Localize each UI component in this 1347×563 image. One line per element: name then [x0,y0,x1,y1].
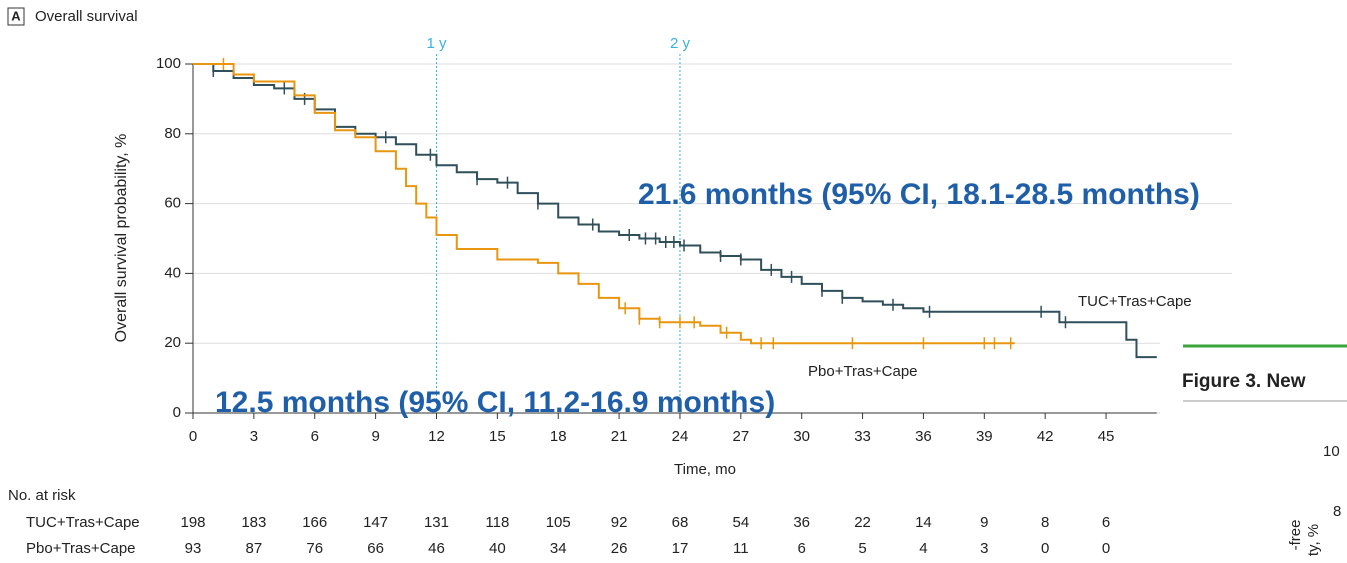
risk-count: 147 [363,514,388,531]
risk-count: 54 [732,514,749,531]
risk-row-label: Pbo+Tras+Cape [26,540,136,557]
x-tick-label: 27 [732,428,749,445]
risk-count: 105 [546,514,571,531]
risk-count: 11 [733,540,749,557]
risk-count: 22 [854,514,871,531]
risk-count: 87 [246,540,263,557]
y-tick-label: 40 [164,264,181,281]
risk-row-label: TUC+Tras+Cape [26,514,140,531]
y-axis-title: Overall survival probability, % [113,134,130,343]
x-tick-label: 33 [854,428,871,445]
risk-count: 0 [1102,540,1110,557]
panel-box [7,7,25,26]
x-tick-label: 45 [1098,428,1115,445]
risk-count: 131 [424,514,449,531]
x-axis-title: Time, mo [674,461,736,478]
risk-count: 92 [611,514,628,531]
x-tick-label: 30 [793,428,810,445]
risk-count: 93 [185,540,202,557]
reference-label: 1 y [426,35,447,52]
y-tick-label: 60 [164,195,181,212]
risk-title: No. at risk [8,487,76,504]
adjacent-axis: -free [1287,520,1304,551]
risk-count: 183 [241,514,266,531]
risk-count: 6 [1102,514,1110,531]
risk-count: 166 [302,514,327,531]
risk-count: 34 [550,540,567,557]
risk-count: 0 [1041,540,1049,557]
risk-count: 8 [1041,514,1049,531]
adjacent-tick: 8 [1333,503,1341,520]
risk-count: 9 [980,514,988,531]
series-label: TUC+Tras+Cape [1078,293,1192,310]
risk-count: 40 [489,540,506,557]
risk-count: 14 [915,514,932,531]
annotation: 12.5 months (95% CI, 11.2-16.9 months) [215,386,775,419]
x-tick-label: 18 [550,428,567,445]
risk-count: 6 [798,540,806,557]
y-tick-label: 0 [173,404,181,421]
x-tick-label: 36 [915,428,932,445]
x-tick-label: 3 [250,428,258,445]
risk-count: 5 [858,540,866,557]
adjacent-figure: Figure 3. New 10 8 -free ty, % [1160,330,1347,563]
risk-count: 76 [306,540,323,557]
x-tick-label: 0 [189,428,197,445]
risk-count: 68 [672,514,689,531]
risk-count: 46 [428,540,445,557]
x-tick-label: 42 [1037,428,1054,445]
risk-count: 4 [919,540,927,557]
x-tick-label: 12 [428,428,445,445]
risk-count: 66 [367,540,384,557]
risk-count: 198 [180,514,205,531]
adjacent-tick: 10 [1323,443,1340,460]
x-tick-label: 6 [311,428,319,445]
risk-count: 17 [672,540,689,557]
adjacent-bg [1160,330,1347,563]
x-tick-label: 15 [489,428,506,445]
y-tick-label: 100 [156,55,181,72]
x-tick-label: 9 [371,428,379,445]
reference-label: 2 y [670,35,691,52]
y-tick-label: 20 [164,334,181,351]
risk-count: 36 [793,514,810,531]
y-tick-label: 80 [164,125,181,142]
series-label: Pbo+Tras+Cape [808,363,918,380]
risk-count: 3 [980,540,988,557]
x-tick-label: 39 [976,428,993,445]
x-tick-label: 24 [672,428,689,445]
risk-count: 118 [485,514,509,531]
risk-count: 26 [611,540,628,557]
chart-title: Overall survival [35,8,138,25]
panel-label: A [11,8,21,23]
adjacent-axis: ty, % [1305,524,1322,556]
annotation: 21.6 months (95% CI, 18.1-28.5 months) [638,178,1200,211]
x-tick-label: 21 [611,428,628,445]
adjacent-title: Figure 3. New [1182,371,1306,392]
